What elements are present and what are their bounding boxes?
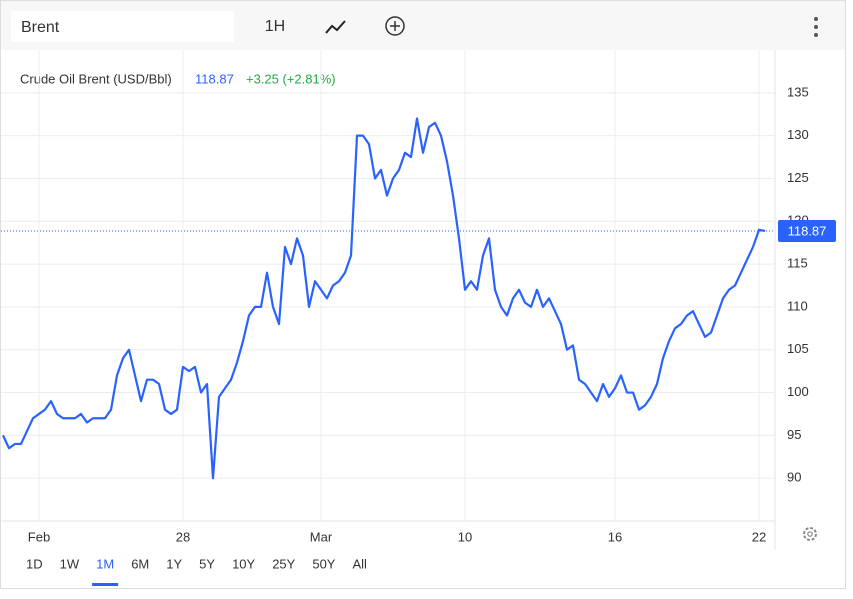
range-button[interactable]: 6M [131,556,149,571]
y-tick-label: 125 [787,170,809,185]
y-tick-label: 105 [787,341,809,356]
x-tick-label: 10 [458,529,472,544]
price: 118.87 [195,71,234,86]
change: +3.25 (+2.81%) [246,71,336,86]
settings-icon[interactable] [803,527,817,541]
y-tick-label: 95 [787,427,801,442]
x-tick-label: 16 [608,529,622,544]
compare-icon[interactable] [385,16,405,36]
range-button[interactable]: 1Y [166,556,182,571]
chart-title: Crude Oil Brent (USD/Bbl) [20,71,172,86]
range-button[interactable]: 25Y [272,556,295,571]
grid [1,50,775,521]
range-button[interactable]: 1W [60,556,80,571]
range-button[interactable]: 5Y [199,556,215,571]
y-tick-label: 90 [787,470,801,485]
price-line [2,117,766,480]
range-button[interactable]: 1M [96,556,114,571]
range-button[interactable]: All [352,556,367,571]
symbol-input[interactable] [11,11,234,42]
chart-style-icon[interactable] [325,20,346,34]
range-button[interactable]: 10Y [232,556,255,571]
x-tick-label: Mar [310,529,333,544]
widget-frame [0,0,846,589]
x-tick-label: Feb [28,529,50,544]
menu-icon[interactable] [814,17,818,37]
price-tag-label: 118.87 [788,223,827,238]
price-tag [778,219,836,242]
range-button[interactable]: 50Y [312,556,335,571]
interval-button[interactable]: 1H [265,18,285,35]
range-underline [92,583,119,586]
y-tick-label: 110 [787,298,808,313]
x-tick-label: 22 [752,529,766,544]
y-tick-label: 130 [787,127,809,142]
y-tick-label: 135 [787,84,809,99]
y-tick-label: 100 [787,384,809,399]
compare-plus [390,21,400,31]
symbol-text: Brent [21,19,60,36]
y-tick-label: 115 [787,256,808,271]
range-button[interactable]: 1D [26,556,43,571]
x-tick-label: 28 [176,529,190,544]
